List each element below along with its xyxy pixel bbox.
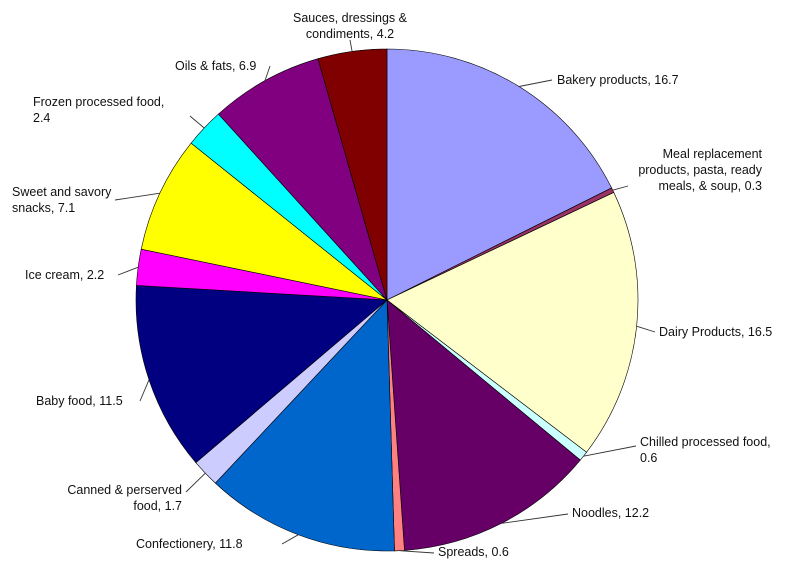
pie-slice-baby-food	[135, 285, 388, 464]
slice-label: Oils & fats, 6.9	[175, 59, 256, 73]
slice-label-line: products, pasta, ready	[638, 163, 762, 177]
slice-label-line: Spreads, 0.6	[438, 545, 509, 559]
slice-label: Canned & perserved food, 1.7	[67, 483, 182, 513]
slice-label: Chilled processed food, 0.6	[640, 435, 771, 465]
slice-label-line: Frozen processed food,	[33, 95, 164, 109]
slice-label: Confectionery, 11.8	[136, 537, 243, 551]
slice-label-line: Dairy Products, 16.5	[659, 325, 772, 339]
leader-lines	[114, 39, 656, 554]
slice-label-line: Meal replacement	[663, 147, 763, 161]
leader-line	[612, 185, 629, 191]
leader-line	[185, 472, 206, 493]
slice-label-line: Sweet and savory	[12, 185, 112, 199]
slice-label: Baby food, 11.5	[36, 394, 123, 408]
pie-slice-oils-fats	[217, 58, 388, 301]
slice-label: Sweet and savory snacks, 7.1	[12, 185, 112, 215]
slice-label-line: Noodles, 12.2	[572, 506, 649, 520]
leader-line	[349, 39, 353, 52]
leader-line	[117, 266, 139, 276]
slice-label: Sauces, dressings & condiments, 4.2	[293, 11, 408, 41]
slice-label: Frozen processed food, 2.4	[33, 95, 164, 125]
leader-line	[501, 513, 569, 524]
slice-label-line: Sauces, dressings &	[293, 11, 408, 25]
slice-label-line: Baby food, 11.5	[36, 394, 123, 408]
slice-label-line: Oils & fats, 6.9	[175, 59, 256, 73]
slice-label-line: Confectionery, 11.8	[136, 537, 243, 551]
leader-line	[583, 445, 637, 457]
leader-line	[264, 65, 271, 81]
leader-line	[636, 325, 656, 333]
slice-label-line: 0.6	[640, 451, 657, 465]
pie-slice-sauces-dressings-condiments	[317, 48, 388, 301]
slice-label-line: Ice cream, 2.2	[25, 268, 104, 282]
slice-label-line: food, 1.7	[133, 499, 182, 513]
pie-slice-noodles	[386, 299, 581, 551]
pie-slice-dairy-products	[386, 192, 639, 453]
slice-label: Noodles, 12.2	[572, 506, 649, 520]
slice-label-line: 2.4	[33, 111, 50, 125]
slice-label-line: Canned & perserved	[67, 483, 182, 497]
slice-label: Dairy Products, 16.5	[659, 325, 772, 339]
pie-slice-sweet-and-savory-snacks	[140, 142, 388, 301]
slice-label-line: condiments, 4.2	[306, 27, 394, 41]
leader-line	[189, 115, 205, 129]
slice-label-line: Chilled processed food,	[640, 435, 771, 449]
slice-label-line: snacks, 7.1	[12, 201, 75, 215]
slice-label: Meal replacement products, pasta, ready me…	[638, 147, 762, 193]
leader-line	[114, 192, 160, 201]
slice-label-line: Bakery products, 16.7	[557, 73, 679, 87]
leader-line	[281, 534, 299, 545]
slice-label-line: meals, & soup, 0.3	[658, 179, 762, 193]
slice-label: Spreads, 0.6	[438, 545, 509, 559]
slice-label: Ice cream, 2.2	[25, 268, 104, 282]
pie-slice-confectionery	[214, 299, 395, 552]
pie-slice-bakery-products	[386, 48, 613, 301]
leader-line	[399, 550, 435, 554]
leader-line	[139, 379, 150, 402]
leader-line	[519, 79, 553, 87]
slice-labels: Bakery products, 16.7 Meal replacement pro…	[12, 11, 772, 559]
slice-label: Bakery products, 16.7	[557, 73, 679, 87]
pie-slices	[135, 48, 639, 552]
